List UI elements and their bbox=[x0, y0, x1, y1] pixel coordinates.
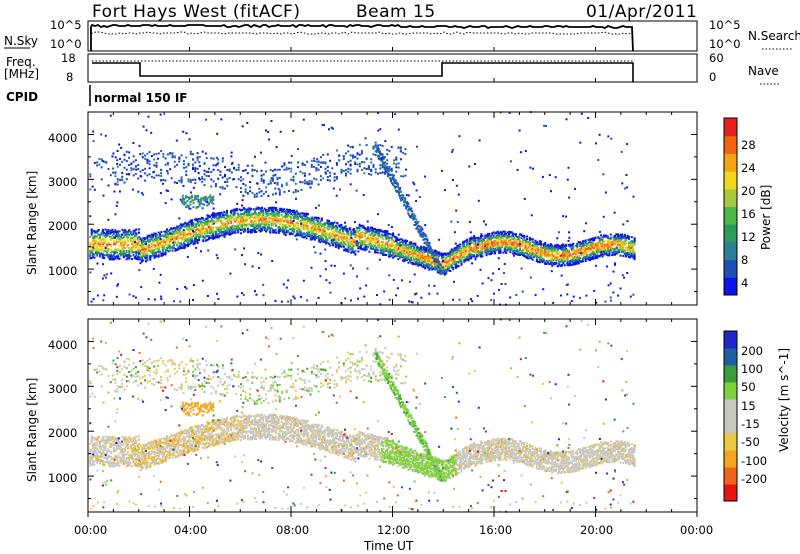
freq-trace bbox=[92, 62, 634, 82]
freq-label: Freq. bbox=[6, 55, 36, 69]
xtick-0800: 08:00 bbox=[276, 523, 309, 537]
vel-ytick-1000: 1000 bbox=[48, 471, 77, 485]
power-cbar-tick-28: 28 bbox=[741, 138, 756, 152]
date-label: 01/Apr/2011 bbox=[586, 2, 697, 22]
vel-cbar-tick-100: 100 bbox=[741, 362, 763, 376]
xtick-1600: 16:00 bbox=[479, 523, 512, 537]
vel-cbar-tick-m100: -100 bbox=[741, 454, 767, 468]
vel-ytick-4000: 4000 bbox=[48, 338, 77, 352]
velocity-panel: 4000 3000 2000 1000 Slant Range [km] 00:… bbox=[25, 318, 713, 553]
power-cbar-tick-24: 24 bbox=[741, 161, 756, 175]
cpid-label: CPID bbox=[6, 90, 38, 104]
power-cbar-label: Power [dB] bbox=[759, 185, 773, 250]
nave-label: Nave bbox=[748, 64, 779, 78]
freq-tick-bottom: 8 bbox=[66, 70, 73, 84]
nsky-tick-bottom: 10^0 bbox=[50, 37, 82, 51]
power-cbar-tick-12: 12 bbox=[741, 230, 756, 244]
vel-ylabel: Slant Range [km] bbox=[25, 378, 39, 482]
nave-tick-bottom: 0 bbox=[709, 70, 716, 84]
nsky-trace bbox=[90, 23, 634, 52]
velocity-colorbar: 200 100 50 15 -15 -50 -100 -200 Velocity… bbox=[723, 330, 791, 502]
power-cbar-tick-20: 20 bbox=[741, 184, 756, 198]
xtick-2400: 00:00 bbox=[680, 523, 713, 537]
power-ytick-4000: 4000 bbox=[48, 131, 77, 145]
vel-ytick-3000: 3000 bbox=[48, 382, 77, 396]
vel-cbar-tick-m200: -200 bbox=[741, 472, 767, 486]
power-colorbar: 28 24 20 16 12 8 4 Power [dB] bbox=[723, 117, 773, 296]
x-axis-title: Time UT bbox=[363, 539, 414, 553]
vel-cbar-tick-15: 15 bbox=[741, 399, 756, 413]
nsearch-tick-bottom: 10^0 bbox=[709, 37, 741, 51]
nsky-tick-top: 10^5 bbox=[50, 18, 82, 32]
vel-cbar-label: Velocity [m s^-1] bbox=[777, 348, 791, 452]
power-ytick-1000: 1000 bbox=[48, 264, 77, 278]
vel-cbar-tick-m15: -15 bbox=[741, 417, 760, 431]
vel-cbar-tick-50: 50 bbox=[741, 380, 756, 394]
velocity-scatter bbox=[89, 318, 636, 513]
power-ytick-3000: 3000 bbox=[48, 175, 77, 189]
xtick-2000: 20:00 bbox=[580, 523, 613, 537]
xtick-0000: 00:00 bbox=[74, 523, 107, 537]
power-scatter bbox=[89, 111, 636, 306]
power-panel: 4000 3000 2000 1000 Slant Range [km] bbox=[25, 111, 698, 306]
nsearch-label: N.Search bbox=[748, 29, 800, 43]
power-cbar-tick-8: 8 bbox=[741, 253, 748, 267]
time-axis-labels: 00:00 04:00 08:00 12:00 16:00 20:00 00:0… bbox=[74, 523, 713, 537]
beam-label: Beam 15 bbox=[356, 2, 436, 22]
vel-ytick-2000: 2000 bbox=[48, 426, 77, 440]
freq-tick-top: 18 bbox=[61, 51, 76, 65]
station-title: Fort Hays West (fitACF) bbox=[92, 2, 300, 22]
vel-cbar-tick-200: 200 bbox=[741, 344, 763, 358]
freq-unit-label: [MHz] bbox=[4, 67, 39, 81]
cpid-value: normal 150 IF bbox=[94, 91, 188, 105]
xtick-0400: 04:00 bbox=[174, 523, 207, 537]
xtick-1200: 12:00 bbox=[377, 523, 410, 537]
nave-tick-top: 60 bbox=[709, 51, 724, 65]
nsky-label: N.Sky bbox=[4, 34, 38, 48]
nsearch-tick-top: 10^5 bbox=[709, 18, 741, 32]
power-ytick-2000: 2000 bbox=[48, 219, 77, 233]
freq-strip: Freq. [MHz] 18 8 60 0 Nave bbox=[4, 51, 780, 85]
power-cbar-tick-4: 4 bbox=[741, 276, 748, 290]
cpid-row: CPID normal 150 IF bbox=[6, 85, 188, 106]
power-cbar-tick-16: 16 bbox=[741, 207, 756, 221]
power-ylabel: Slant Range [km] bbox=[25, 171, 39, 275]
vel-cbar-tick-m50: -50 bbox=[741, 435, 760, 449]
